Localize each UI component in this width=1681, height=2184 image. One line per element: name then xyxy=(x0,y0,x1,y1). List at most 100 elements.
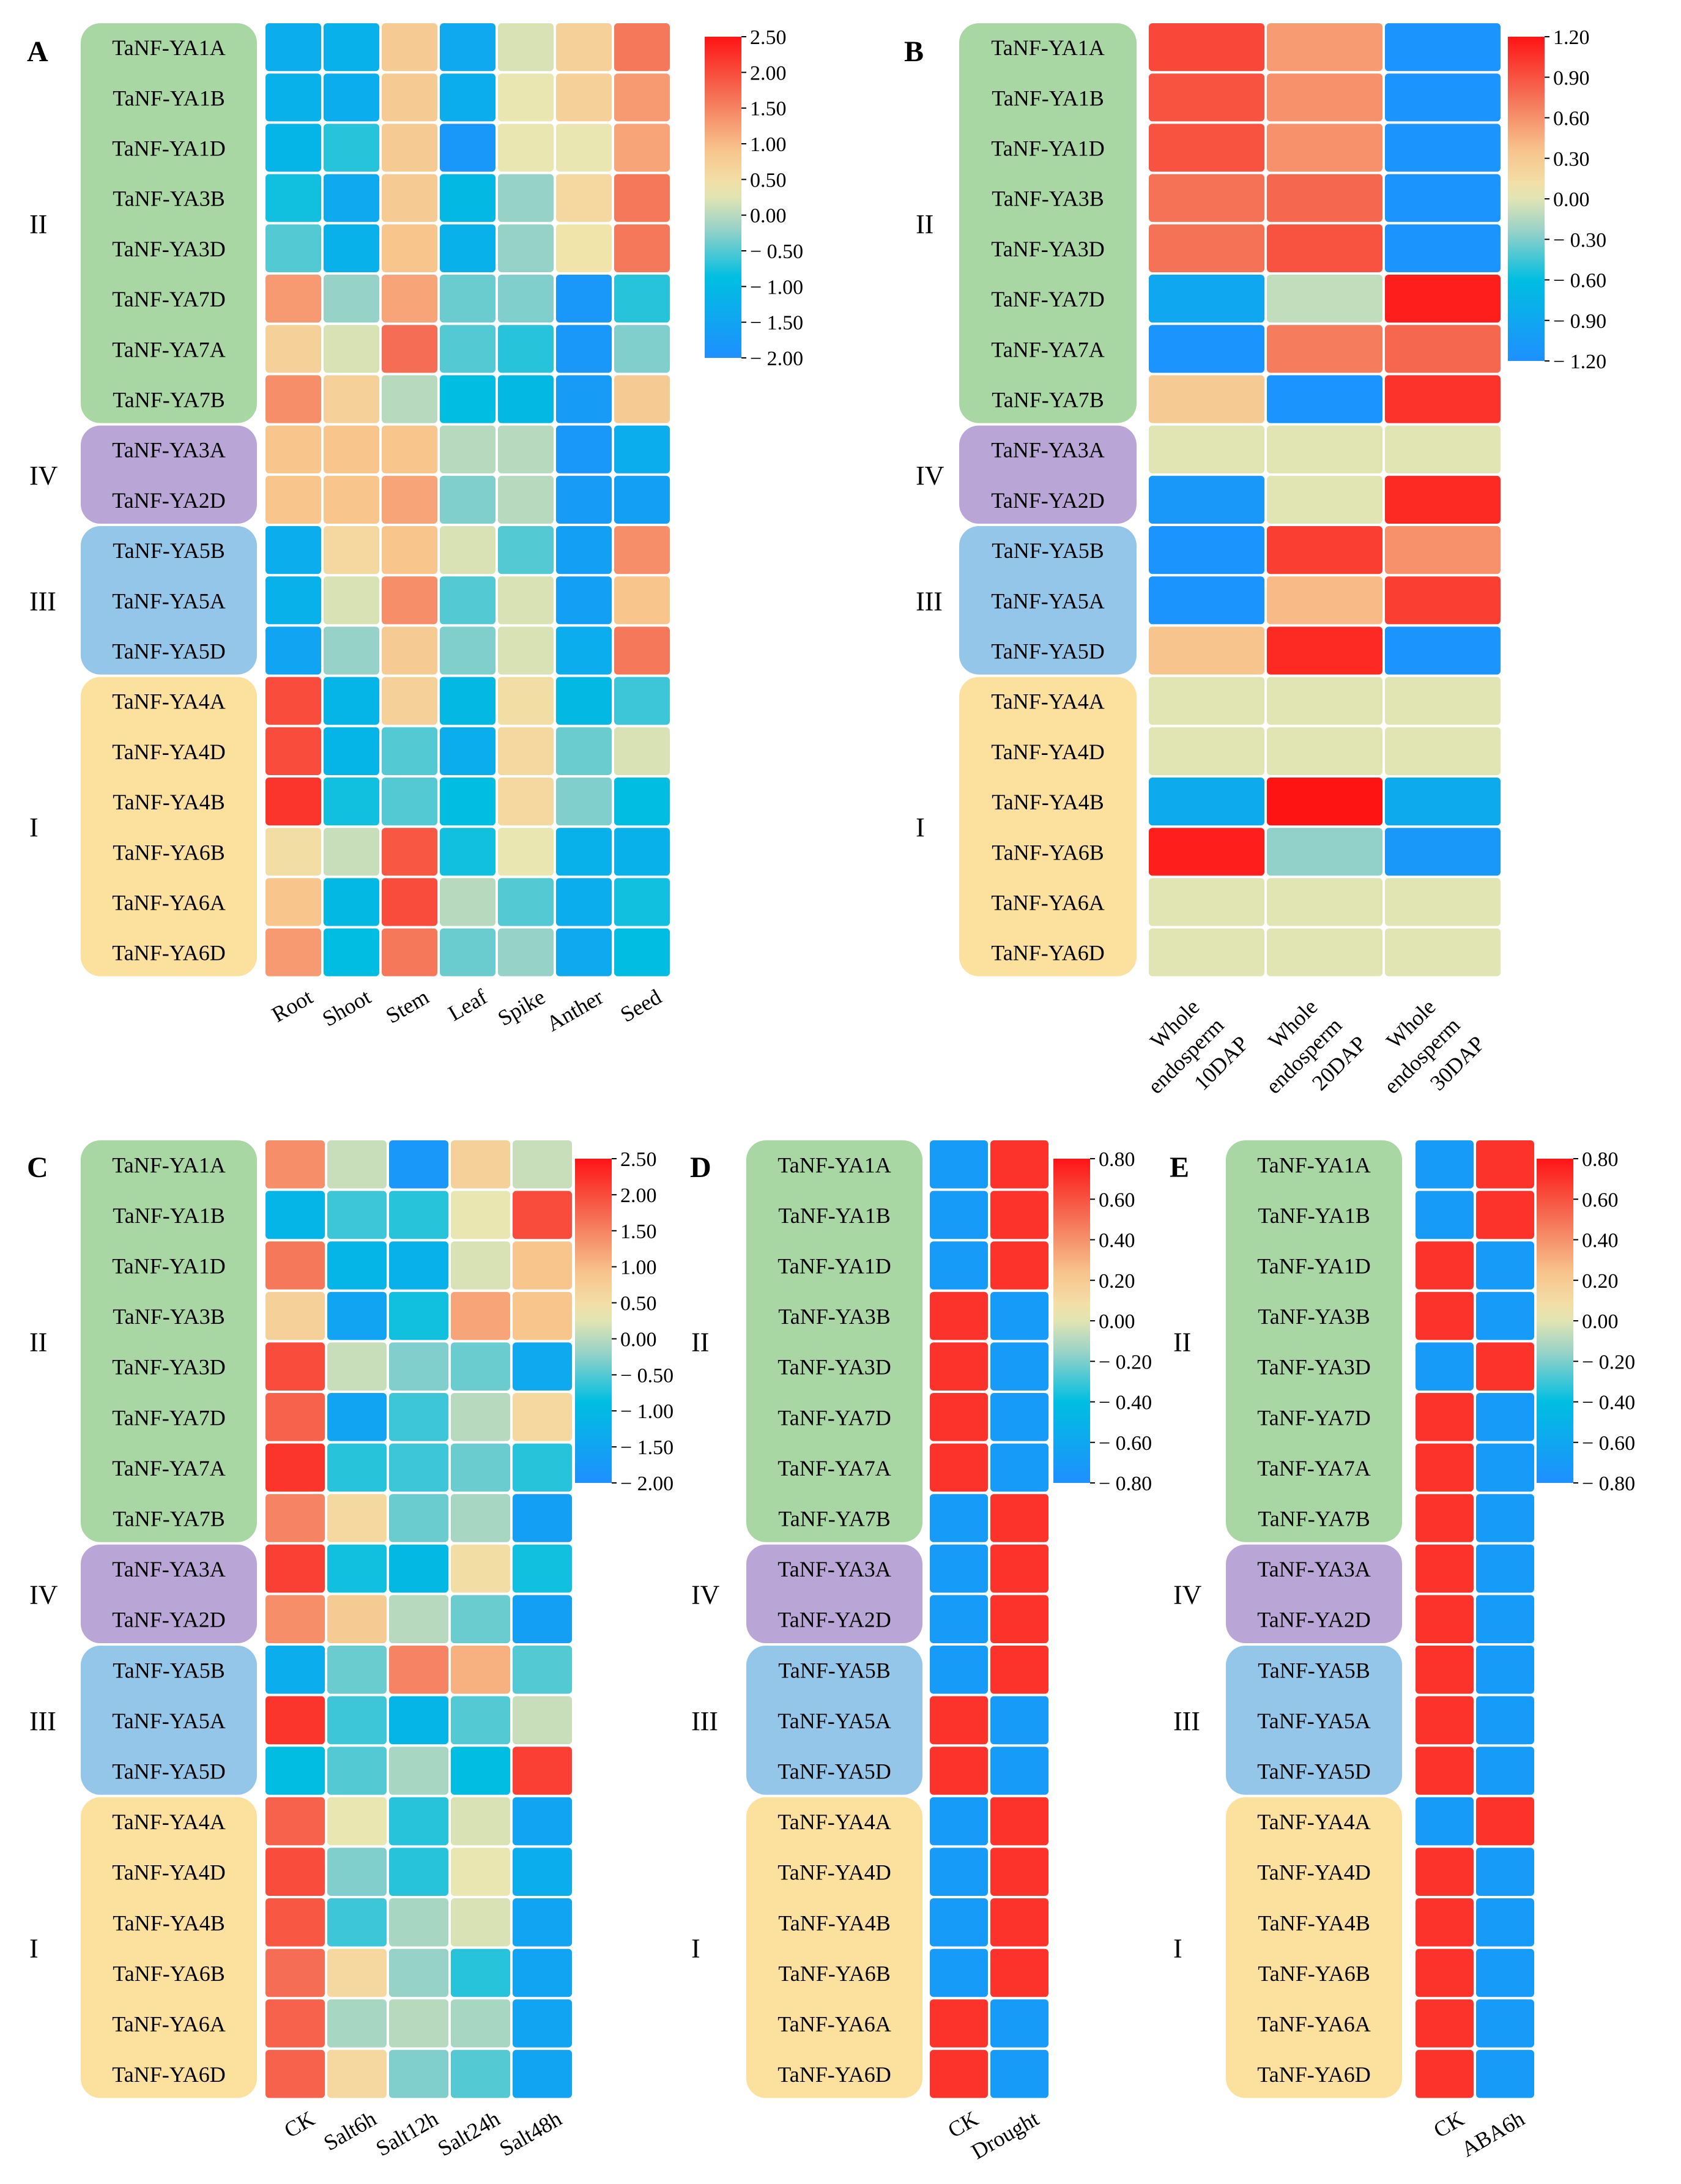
gene-label: TaNF-YA5B xyxy=(992,538,1104,563)
heatmap-cell xyxy=(556,928,612,976)
heatmap-cell xyxy=(1476,1595,1534,1643)
heatmap-cell xyxy=(324,124,379,172)
heatmap-cell xyxy=(990,1544,1048,1593)
heatmap-cell xyxy=(265,1291,325,1340)
heatmap-cell xyxy=(990,1646,1048,1694)
heatmap-cell xyxy=(327,1140,387,1189)
heatmap-cell xyxy=(1416,1140,1474,1189)
colorbar xyxy=(1053,1159,1090,1483)
group-box-II xyxy=(1226,1140,1402,1542)
heatmap-cell xyxy=(1385,23,1501,72)
colorbar-tick-label: 1.00 xyxy=(750,133,787,156)
heatmap-cell xyxy=(324,828,379,876)
panel-C: CIIIVIIIITaNF-YA1ATaNF-YA1BTaNF-YA1DTaNF… xyxy=(27,1140,674,2161)
heatmap-cell xyxy=(498,475,554,524)
heatmap-cell xyxy=(614,778,670,826)
heatmap-cell xyxy=(440,224,495,272)
heatmap-cell xyxy=(930,1241,988,1290)
heatmap-cell xyxy=(389,1948,448,1997)
heatmap-cell xyxy=(1149,425,1264,474)
heatmap-cell xyxy=(1385,73,1501,122)
group-label-IV: IV xyxy=(1173,1580,1202,1610)
heatmap-cell xyxy=(513,1291,572,1340)
heatmap-cell xyxy=(1416,1595,1474,1643)
panel-label-E: E xyxy=(1170,1151,1189,1184)
gene-label: TaNF-YA5B xyxy=(1258,1658,1370,1682)
heatmap-cell xyxy=(930,1646,988,1694)
heatmap-cell xyxy=(1476,1747,1534,1795)
heatmap-cell xyxy=(389,1747,448,1795)
heatmap-cell xyxy=(382,475,437,524)
heatmap-cell xyxy=(324,475,379,524)
x-tick-label: Drought xyxy=(967,2106,1043,2164)
heatmap-cell xyxy=(440,375,495,423)
heatmap-cell xyxy=(382,73,437,122)
gene-label: TaNF-YA4D xyxy=(1257,1860,1370,1885)
colorbar-tick-label: − 0.80 xyxy=(1099,1473,1152,1495)
heatmap-cell xyxy=(265,224,321,272)
gene-label: TaNF-YA7D xyxy=(1257,1405,1370,1430)
gene-label: TaNF-YA1A xyxy=(112,35,225,60)
gene-label: TaNF-YA7D xyxy=(112,1405,225,1430)
colorbar-tick-label: 0.50 xyxy=(750,169,787,191)
heatmap-cell xyxy=(513,1747,572,1795)
colorbar-tick-label: − 0.50 xyxy=(620,1364,674,1387)
colorbar-tick-label: 1.20 xyxy=(1553,26,1590,49)
heatmap-cell xyxy=(265,375,321,423)
heatmap-cell xyxy=(1149,928,1264,976)
heatmap-cell xyxy=(990,1696,1048,1745)
group-box-I xyxy=(959,677,1137,976)
heatmap-cell xyxy=(556,425,612,474)
colorbar-tick-label: 1.00 xyxy=(620,1257,657,1279)
heatmap-cell xyxy=(265,1797,325,1846)
heatmap-cell xyxy=(451,1595,510,1643)
heatmap-cell xyxy=(1476,1544,1534,1593)
heatmap-cell xyxy=(498,275,554,323)
heatmap-cell xyxy=(614,73,670,122)
x-tick-label: Shoot xyxy=(318,984,375,1031)
heatmap-cell xyxy=(990,1291,1048,1340)
gene-label: TaNF-YA6D xyxy=(991,941,1104,965)
heatmap-cell xyxy=(556,375,612,423)
group-label-III: III xyxy=(916,586,943,616)
heatmap-cell xyxy=(265,1696,325,1745)
heatmap-cell xyxy=(930,1393,988,1441)
colorbar xyxy=(1537,1159,1573,1483)
heatmap-cell xyxy=(1416,1797,1474,1846)
heatmap-cell xyxy=(990,1393,1048,1441)
heatmap-cell xyxy=(1416,1241,1474,1290)
gene-label: TaNF-YA3D xyxy=(777,1355,891,1380)
heatmap-cell xyxy=(614,23,670,72)
heatmap-cell xyxy=(930,1595,988,1643)
x-tick-label: CK xyxy=(280,2106,319,2143)
heatmap-cell xyxy=(440,727,495,775)
heatmap-cell xyxy=(440,677,495,725)
heatmap-cell xyxy=(382,23,437,72)
heatmap-cell xyxy=(1149,828,1264,876)
gene-label: TaNF-YA4A xyxy=(112,1810,225,1834)
heatmap-cell xyxy=(1476,1646,1534,1694)
gene-label: TaNF-YA7A xyxy=(112,337,225,362)
heatmap-cell xyxy=(1267,174,1382,222)
gene-label: TaNF-YA3D xyxy=(1257,1355,1370,1380)
heatmap-cell xyxy=(382,677,437,725)
heatmap-cell xyxy=(513,1948,572,1997)
colorbar-tick-label: 0.60 xyxy=(1099,1189,1135,1211)
gene-label: TaNF-YA4B xyxy=(778,1911,890,1935)
heatmap-cell xyxy=(382,576,437,625)
gene-label: TaNF-YA4D xyxy=(777,1860,891,1885)
gene-label: TaNF-YA3A xyxy=(1257,1557,1370,1581)
gene-label: TaNF-YA7D xyxy=(112,287,225,311)
gene-label: TaNF-YA2D xyxy=(1257,1608,1370,1632)
heatmap-cell xyxy=(1416,1898,1474,1947)
heatmap-cell xyxy=(389,1190,448,1239)
heatmap-cell xyxy=(265,1140,325,1189)
heatmap-cell xyxy=(614,828,670,876)
heatmap-cell xyxy=(1476,1898,1534,1947)
heatmap-cell xyxy=(389,1999,448,2048)
heatmap-cell xyxy=(265,928,321,976)
heatmap-cell xyxy=(556,727,612,775)
heatmap-cell xyxy=(440,124,495,172)
heatmap-cell xyxy=(1476,1241,1534,1290)
heatmap-cell xyxy=(930,1797,988,1846)
